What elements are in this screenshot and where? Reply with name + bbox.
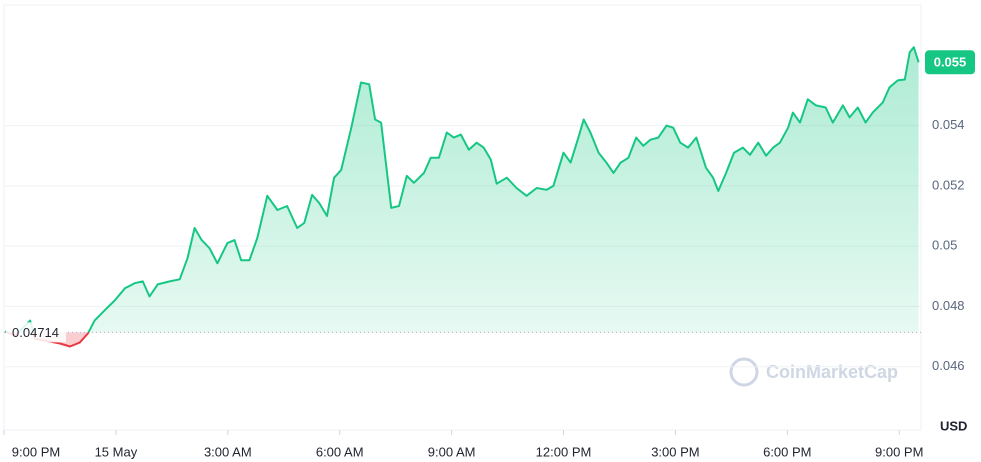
y-tick-label: 0.046 [932,358,965,373]
baseline-label: 0.04714 [12,325,59,340]
x-tick-label: 6:00 PM [763,444,811,459]
x-tick-label: 12:00 PM [536,444,592,459]
x-tick-label: 9:00 PM [12,444,60,459]
watermark-logo [729,357,759,387]
area-above [5,47,919,333]
y-tick-label: 0.054 [932,117,965,132]
price-line [4,46,920,333]
x-tick-label: 3:00 PM [651,444,699,459]
y-tick-label: 0.048 [932,298,965,313]
y-tick-label: 0.05 [932,238,957,253]
x-tick-label: 9:00 PM [875,444,923,459]
watermark-group: CoinMarketCap [729,357,898,387]
x-tick-label: 15 May [95,444,138,459]
y-tick-label: 0.052 [932,177,965,192]
x-tick-label: 3:00 AM [204,444,252,459]
x-tick-label: 6:00 AM [316,444,364,459]
plot-frame [3,4,922,431]
watermark: CoinMarketCap [766,362,898,382]
price-badge-bg [925,50,975,75]
baseline-label-bg [6,322,66,343]
x-tick-label: 9:00 AM [428,444,476,459]
price-badge: 0.055 [934,55,967,70]
currency-label: USD [940,418,967,433]
